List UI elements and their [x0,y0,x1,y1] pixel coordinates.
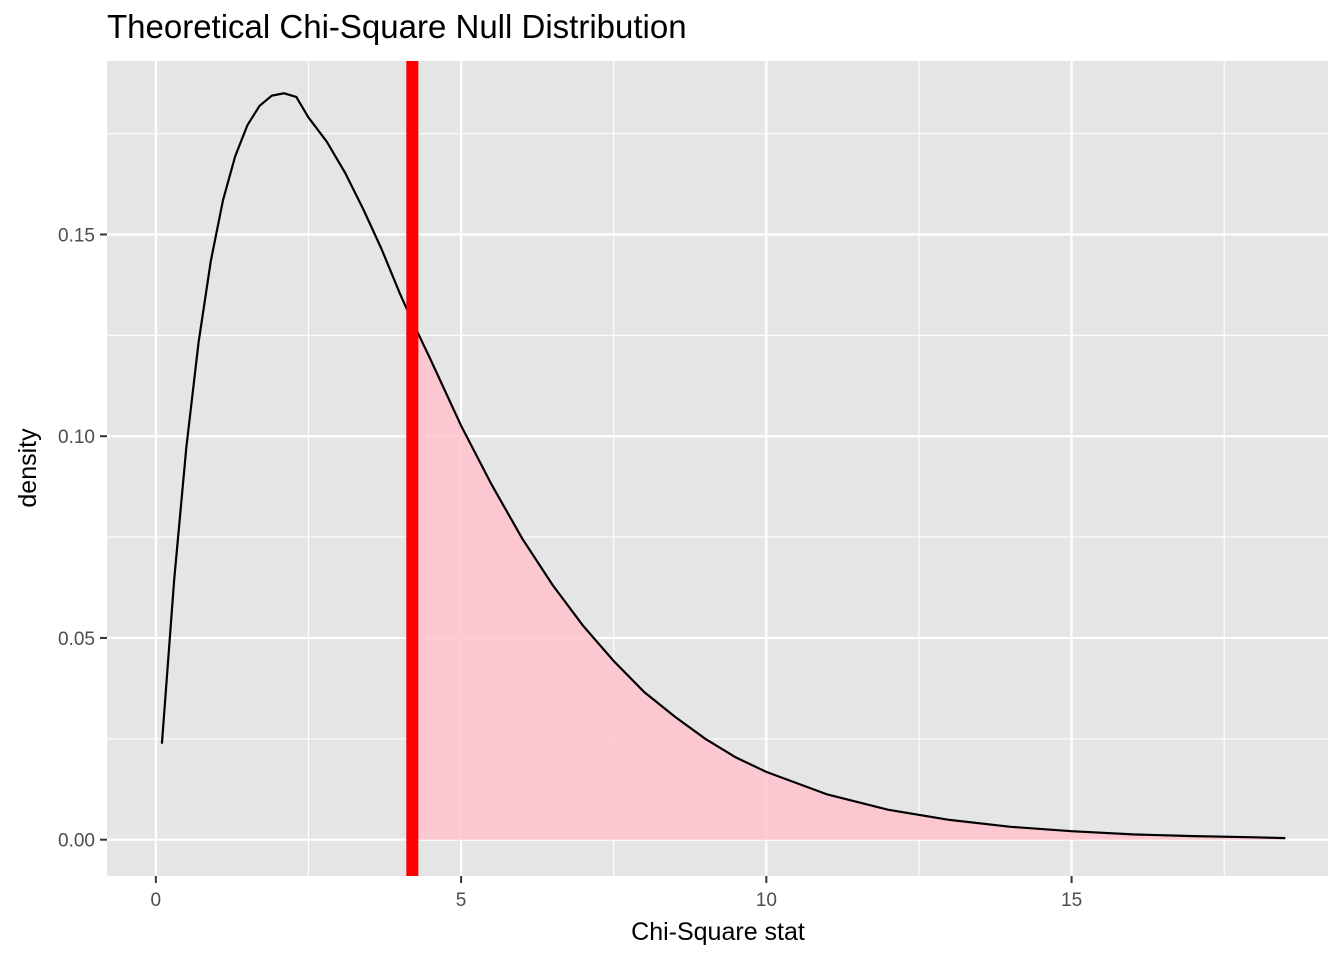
y-tick-label: 0.10 [58,427,95,448]
x-tick-label: 15 [1061,890,1082,911]
y-tick-label: 0.00 [58,831,95,852]
chart-title: Theoretical Chi-Square Null Distribution [107,8,687,45]
major-gridlines [107,61,1328,876]
plot-panel [107,61,1328,876]
x-axis-title: Chi-Square stat [631,918,805,946]
y-tick-label: 0.15 [58,225,95,246]
density-curve [160,92,1286,840]
y-axis-title: density [14,428,42,508]
minor-gridlines [107,61,1328,876]
x-axis-ticks: 0 5 10 15 [151,876,1082,911]
observed-statistic-line [406,61,419,876]
y-tick-label: 0.05 [58,629,95,650]
y-axis-ticks: 0.00 0.05 0.10 0.15 [58,225,107,852]
p-value-shaded-area [412,321,1286,840]
x-tick-label: 5 [456,890,467,911]
x-tick-label: 0 [151,890,162,911]
x-tick-label: 10 [756,890,777,911]
